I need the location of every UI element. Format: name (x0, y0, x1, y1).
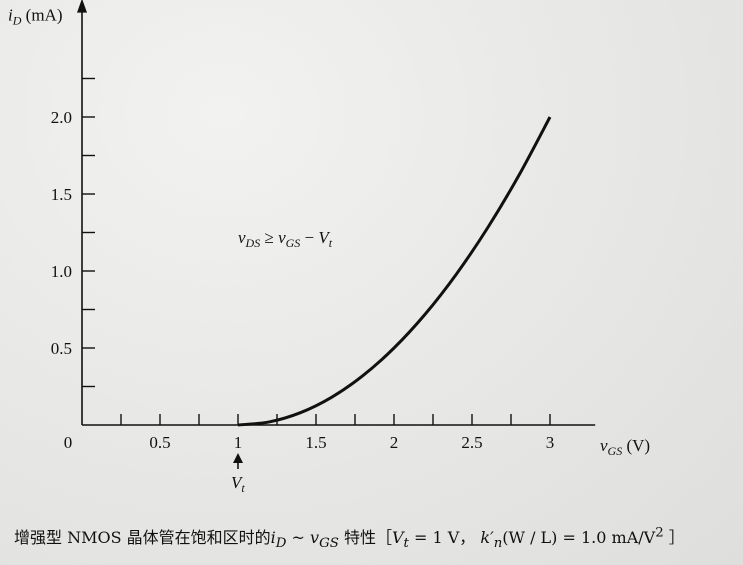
caption-param-k: k′ (475, 528, 494, 547)
chart-labels: 0.5 1 1.5 2 2.5 3 0.5 1.0 1.5 2.0 0 iD (mA) vGS (V) v… (8, 6, 650, 495)
threshold-arrowhead (233, 453, 243, 463)
x-tick-label: 1 (234, 433, 243, 452)
caption-suffix: ］ (663, 528, 685, 547)
chart: 0.5 1 1.5 2 2.5 3 0.5 1.0 1.5 2.0 0 iD (mA) vGS (V) v… (8, 0, 650, 495)
y-tick-label: 1.0 (51, 262, 72, 281)
y-tick-label: 0.5 (51, 339, 72, 358)
caption-var-id: i (270, 528, 276, 547)
series-line (237, 116, 552, 427)
chart-series-layer (237, 116, 552, 427)
condition-annotation: vDS ≥ vGS − Vt (238, 228, 333, 250)
caption-param-vt: V (391, 528, 404, 547)
caption-prefix: 增强型 NMOS 晶体管在饱和区时的 (14, 528, 271, 547)
y-tick-label: 2.0 (51, 108, 72, 127)
caption-var-vgs-sub: GS (319, 536, 339, 552)
caption-var-id-sub: D (275, 536, 287, 552)
caption-param-k-value: (W / L) = 1.0 mA/V (502, 528, 656, 547)
x-tick-label: 3 (546, 433, 555, 452)
y-axis-label: iD (mA) (8, 6, 62, 28)
chart-ticks (82, 77, 551, 425)
x-tick-label: 2.5 (461, 433, 482, 452)
caption-var-vgs: v (310, 528, 320, 547)
caption-param-vt-sub: t (403, 536, 409, 552)
x-tick-label: 2 (390, 433, 399, 452)
y-axis-arrowhead (77, 0, 87, 13)
y-tick-label: 1.5 (51, 185, 72, 204)
caption-param-vt-value: = 1 V， (408, 528, 476, 547)
chart-axes (77, 0, 596, 426)
x-tick-label: 1.5 (305, 433, 326, 452)
figure-caption: 增强型 NMOS 晶体管在饱和区时的iD ~ vGS 特性［Vt = 1 V， … (14, 524, 739, 552)
caption-mid: 特性［ (338, 528, 392, 547)
threshold-label: Vt (231, 473, 245, 495)
x-axis-label: vGS (V) (600, 436, 650, 458)
origin-label: 0 (64, 433, 73, 452)
caption-tilde: ~ (286, 528, 311, 547)
caption-param-k-sub: n (493, 536, 503, 552)
x-tick-label: 0.5 (149, 433, 170, 452)
caption-param-k-exp: 2 (655, 525, 664, 541)
